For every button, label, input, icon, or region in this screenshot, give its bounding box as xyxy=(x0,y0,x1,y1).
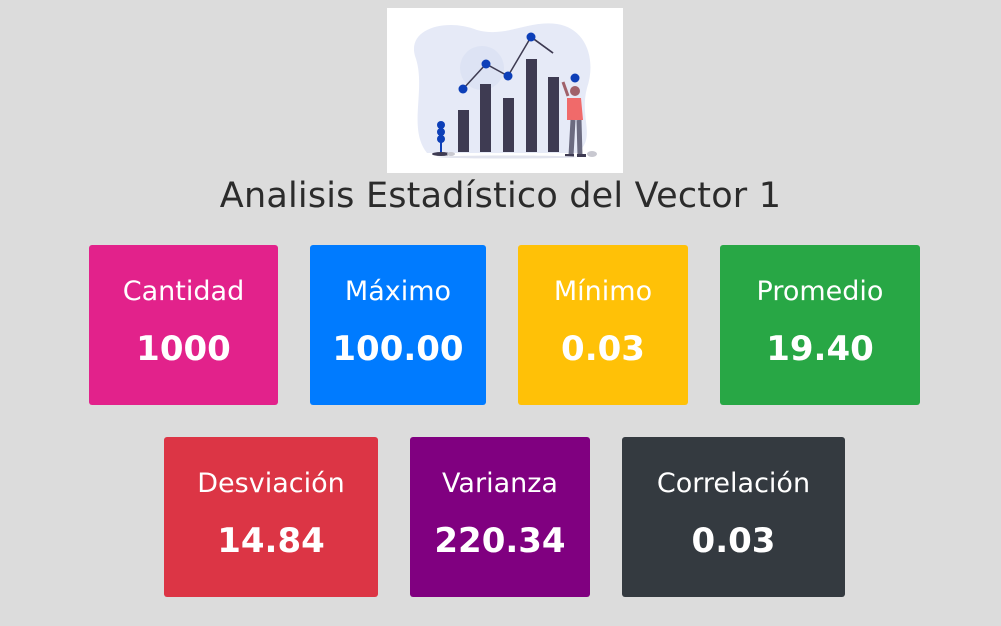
stat-card-label: Mínimo xyxy=(553,276,653,307)
stat-card-desviacion: Desviación 14.84 xyxy=(164,437,378,597)
stat-card-label: Cantidad xyxy=(122,276,245,307)
stat-card-maximo: Máximo 100.00 xyxy=(310,245,486,405)
stat-card-label: Correlación xyxy=(656,468,811,499)
statistics-chart-illustration-icon xyxy=(387,8,623,173)
stat-card-label: Desviación xyxy=(197,468,345,499)
stat-card-value: 220.34 xyxy=(434,521,566,561)
page-title: Analisis Estadístico del Vector 1 xyxy=(219,176,782,216)
stat-card-value: 0.03 xyxy=(691,521,776,561)
stat-card-promedio: Promedio 19.40 xyxy=(720,245,920,405)
stat-card-label: Máximo xyxy=(344,276,452,307)
stat-card-varianza: Varianza 220.34 xyxy=(410,437,590,597)
stat-card-value: 100.00 xyxy=(332,329,464,369)
stat-card-correlacion: Correlación 0.03 xyxy=(622,437,845,597)
stat-card-value: 1000 xyxy=(136,329,231,369)
stat-card-minimo: Mínimo 0.03 xyxy=(518,245,688,405)
stat-card-value: 0.03 xyxy=(561,329,645,369)
stat-card-label: Varianza xyxy=(442,468,558,499)
stat-card-value: 19.40 xyxy=(766,329,874,369)
stat-card-value: 14.84 xyxy=(217,521,325,561)
stat-card-cantidad: Cantidad 1000 xyxy=(89,245,278,405)
stat-card-label: Promedio xyxy=(756,276,884,307)
